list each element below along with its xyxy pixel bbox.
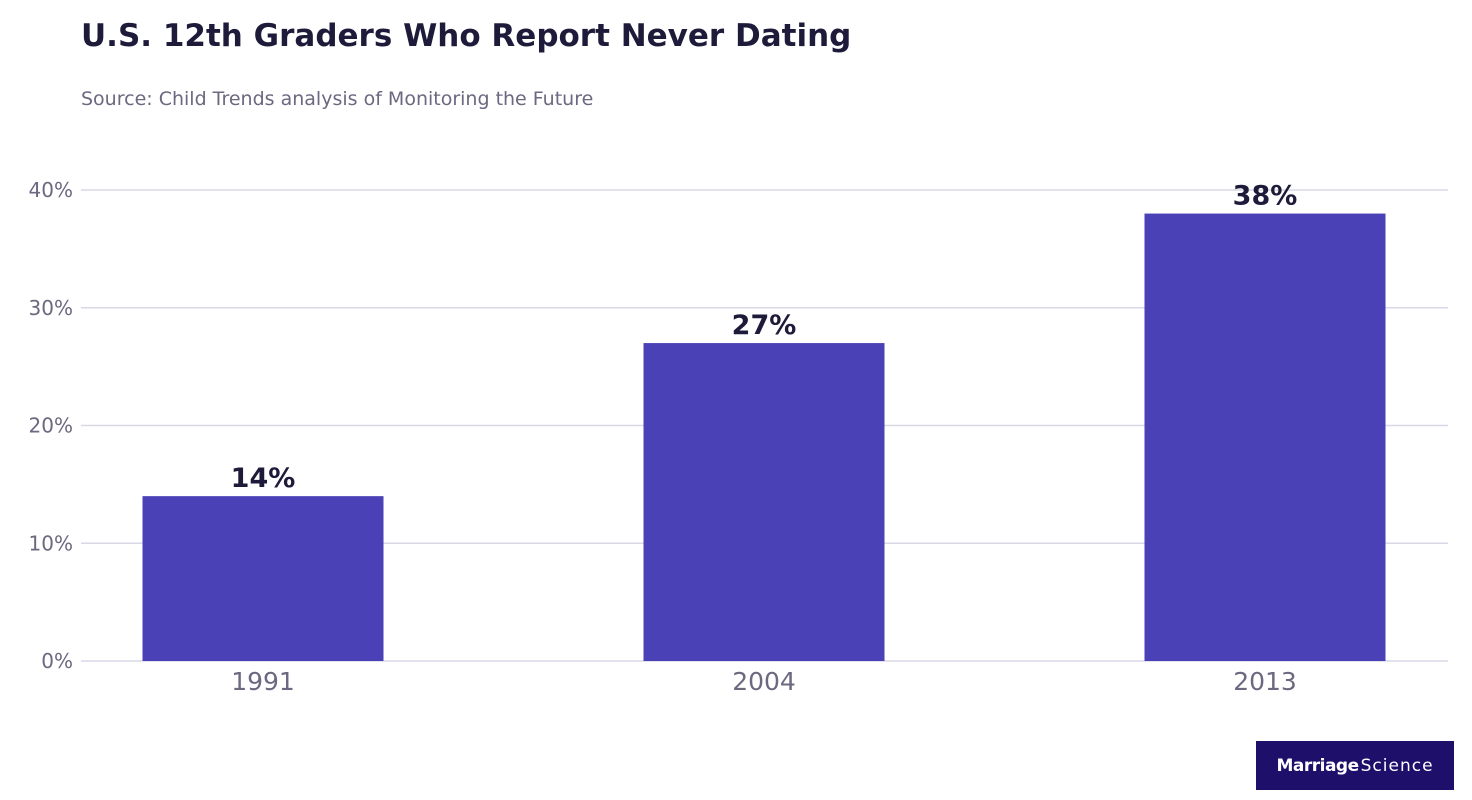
brand-logo-bold-text: Marriage <box>1276 755 1359 776</box>
x-tick-label: 1991 <box>231 667 295 696</box>
x-tick-label: 2004 <box>732 667 796 696</box>
bar-value-label: 38% <box>1233 181 1298 212</box>
bar-value-label: 14% <box>231 463 296 494</box>
chart-subtitle: Source: Child Trends analysis of Monitor… <box>81 88 594 110</box>
bar <box>643 343 885 661</box>
y-tick-label: 10% <box>29 531 73 555</box>
bar <box>1144 213 1386 662</box>
bar-value-label: 27% <box>732 310 797 341</box>
x-tick-label: 2013 <box>1233 667 1297 696</box>
y-tick-label: 0% <box>41 649 73 673</box>
chart-title: U.S. 12th Graders Who Report Never Datin… <box>81 18 852 54</box>
brand-logo: Marriage Science <box>1256 741 1454 790</box>
bar <box>142 496 384 661</box>
brand-logo-light-text: Science <box>1360 755 1434 776</box>
y-tick-label: 20% <box>29 414 73 438</box>
y-tick-label: 30% <box>29 296 73 320</box>
y-tick-label: 40% <box>29 178 73 202</box>
